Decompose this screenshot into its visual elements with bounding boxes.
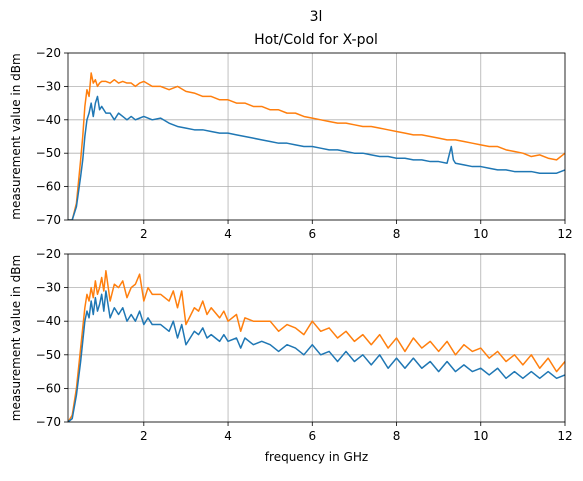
x-tick-label-2: 6 [308,429,316,443]
y-tick-label-0: −70 [36,415,61,429]
y-axis-label: measurement value in dBm [9,53,23,219]
y-axis-label: measurement value in dBm [9,255,23,421]
x-tick-label-0: 2 [140,429,148,443]
x-tick-label-0: 2 [140,227,148,241]
y-tick-label-2: −50 [36,348,61,362]
x-tick-label-2: 6 [308,227,316,241]
x-tick-label-1: 4 [224,429,232,443]
x-tick-label-3: 8 [393,429,401,443]
axes-frame [67,52,566,221]
y-tick-label-2: −50 [36,146,61,160]
chart-panel-top: 2 4 6 8 10 12 −70 −60 −50 −40 −30 −20 measurement va… [9,46,573,241]
series-line-1 [68,95,565,220]
chart-panel-bottom: 2 4 6 8 10 12 −70 −60 −50 −40 −30 −20 measurement va… [9,247,573,464]
series-line-0 [68,72,565,220]
x-tick-label-5: 12 [557,227,572,241]
y-tick-label-4: −30 [36,281,61,295]
y-tick-label-3: −40 [36,113,61,127]
y-tick-label-3: −40 [36,314,61,328]
figure-title-line1: 3l [310,9,323,25]
x-tick-label-4: 10 [473,429,488,443]
x-axis-label: frequency in GHz [265,450,368,464]
y-tick-label-5: −20 [36,247,61,261]
x-tick-label-4: 10 [473,227,488,241]
y-tick-label-1: −60 [36,381,61,395]
x-tick-label-3: 8 [393,227,401,241]
axes-frame [67,253,566,423]
y-tick-label-5: −20 [36,46,61,60]
y-tick-label-1: −60 [36,180,61,194]
series-line-0 [68,270,565,422]
figure-title-line2: Hot/Cold for X-pol [254,32,378,48]
y-tick-label-0: −70 [36,213,61,227]
x-tick-label-1: 4 [224,227,232,241]
y-tick-label-4: −30 [36,79,61,93]
series-line-1 [68,290,565,422]
x-tick-label-5: 12 [557,429,572,443]
